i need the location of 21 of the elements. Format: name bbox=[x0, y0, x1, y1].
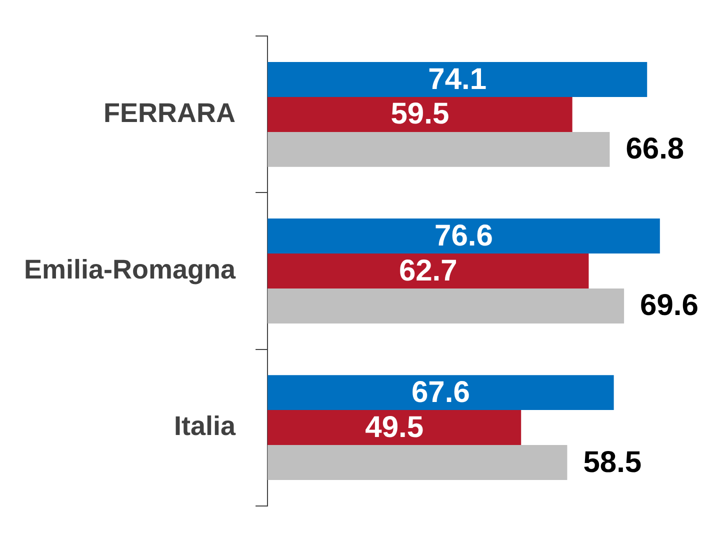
data-label: 49.5 bbox=[365, 410, 424, 444]
y-tick-label: Emilia-Romagna bbox=[24, 254, 237, 284]
bar bbox=[268, 375, 614, 410]
bar bbox=[268, 96, 572, 132]
bar bbox=[268, 410, 522, 446]
data-label: 74.1 bbox=[428, 62, 487, 96]
y-tick-label: Italia bbox=[174, 410, 237, 441]
data-label: 62.7 bbox=[398, 254, 458, 288]
bar bbox=[268, 132, 610, 167]
bar bbox=[268, 254, 589, 288]
bar bbox=[268, 218, 660, 254]
data-label: 69.6 bbox=[640, 289, 698, 322]
data-label: 67.6 bbox=[411, 376, 470, 409]
data-label: 76.6 bbox=[434, 219, 493, 252]
bar bbox=[268, 288, 624, 324]
bar bbox=[268, 445, 568, 480]
bar bbox=[268, 62, 648, 97]
data-label: 58.5 bbox=[583, 446, 642, 479]
data-label: 66.8 bbox=[626, 132, 684, 166]
data-label: 59.5 bbox=[390, 98, 450, 131]
y-tick-label: FERRARA bbox=[104, 98, 236, 128]
